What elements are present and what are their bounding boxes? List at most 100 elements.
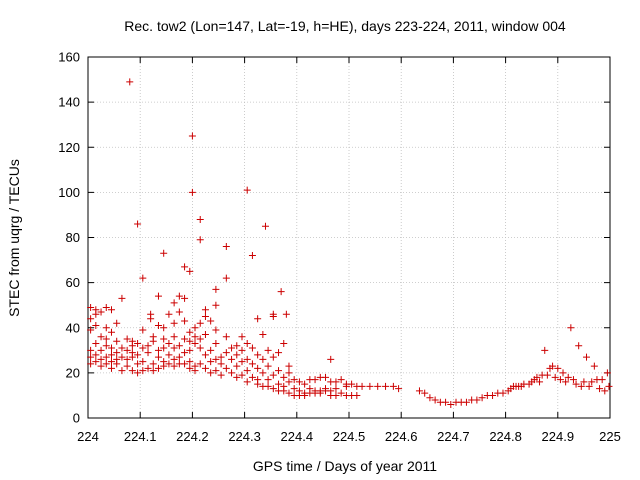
x-tick-label: 224.5 [333, 429, 366, 444]
data-point [160, 324, 168, 332]
data-point [118, 294, 126, 302]
x-tick-label: 224.7 [437, 429, 470, 444]
data-point [243, 367, 251, 375]
data-point [165, 310, 173, 318]
data-point [97, 308, 105, 316]
data-point [322, 373, 330, 381]
data-point [233, 342, 241, 350]
data-point [269, 353, 277, 361]
data-point [97, 362, 105, 370]
data-point [207, 369, 215, 377]
data-point [228, 369, 236, 377]
data-point [248, 252, 256, 260]
data-point [275, 367, 283, 375]
data-point [442, 398, 450, 406]
data-point [551, 373, 559, 381]
data-point [311, 376, 319, 384]
data-point [102, 353, 110, 361]
data-point [170, 355, 178, 363]
data-point [596, 385, 604, 393]
data-point [238, 333, 246, 341]
data-point [165, 351, 173, 359]
data-point [154, 292, 162, 300]
x-tick-label: 224.4 [281, 429, 314, 444]
data-point [238, 346, 246, 354]
data-point [123, 346, 131, 354]
data-point [201, 364, 209, 372]
data-point [536, 378, 544, 386]
data-point [567, 324, 575, 332]
data-point [337, 376, 345, 384]
data-point [134, 360, 142, 368]
data-point [290, 385, 298, 393]
data-point [118, 353, 126, 361]
data-point [160, 362, 168, 370]
data-point [228, 355, 236, 363]
data-point [295, 378, 303, 386]
data-point [160, 344, 168, 352]
data-point [478, 394, 486, 402]
data-point [222, 364, 230, 372]
data-point [285, 362, 293, 370]
data-point [353, 391, 361, 399]
data-point [139, 367, 147, 375]
data-point [301, 380, 309, 388]
data-point [327, 355, 335, 363]
data-point [280, 340, 288, 348]
x-tick-label: 224 [77, 429, 99, 444]
data-point [572, 380, 580, 388]
data-point [342, 382, 350, 390]
data-point [181, 294, 189, 302]
data-point [212, 355, 220, 363]
data-point [175, 342, 183, 350]
data-point [191, 333, 199, 341]
data-point [222, 333, 230, 341]
data-point [212, 301, 220, 309]
data-point [285, 378, 293, 386]
data-point [87, 303, 95, 311]
data-point [332, 385, 340, 393]
data-point [207, 358, 215, 366]
data-point [212, 340, 220, 348]
data-point [191, 340, 199, 348]
data-point [556, 376, 564, 384]
x-tick-label: 224.2 [176, 429, 209, 444]
data-point [154, 321, 162, 329]
data-point [102, 360, 110, 368]
data-point [113, 349, 121, 357]
data-point [389, 382, 397, 390]
data-point [118, 344, 126, 352]
data-point [92, 358, 100, 366]
data-point [139, 344, 147, 352]
data-point [212, 285, 220, 293]
data-point [588, 378, 596, 386]
data-point [254, 315, 262, 323]
data-point [201, 306, 209, 314]
y-tick-label: 60 [66, 275, 80, 290]
data-point [196, 344, 204, 352]
data-point [301, 391, 309, 399]
data-point [533, 373, 541, 381]
data-point [243, 355, 251, 363]
data-point [87, 346, 95, 354]
data-point [186, 346, 194, 354]
data-point [590, 362, 598, 370]
data-point [134, 340, 142, 348]
data-point [569, 376, 577, 384]
data-point [181, 360, 189, 368]
data-point [233, 373, 241, 381]
data-point [196, 335, 204, 343]
data-point [264, 382, 272, 390]
data-point [165, 360, 173, 368]
data-point [128, 367, 136, 375]
data-point [181, 263, 189, 271]
data-point [92, 310, 100, 318]
data-point [149, 367, 157, 375]
data-point [175, 353, 183, 361]
data-point [415, 387, 423, 395]
data-point [186, 328, 194, 336]
data-point [102, 342, 110, 350]
y-tick-label: 140 [58, 95, 80, 110]
data-point [181, 335, 189, 343]
data-point [144, 364, 152, 372]
